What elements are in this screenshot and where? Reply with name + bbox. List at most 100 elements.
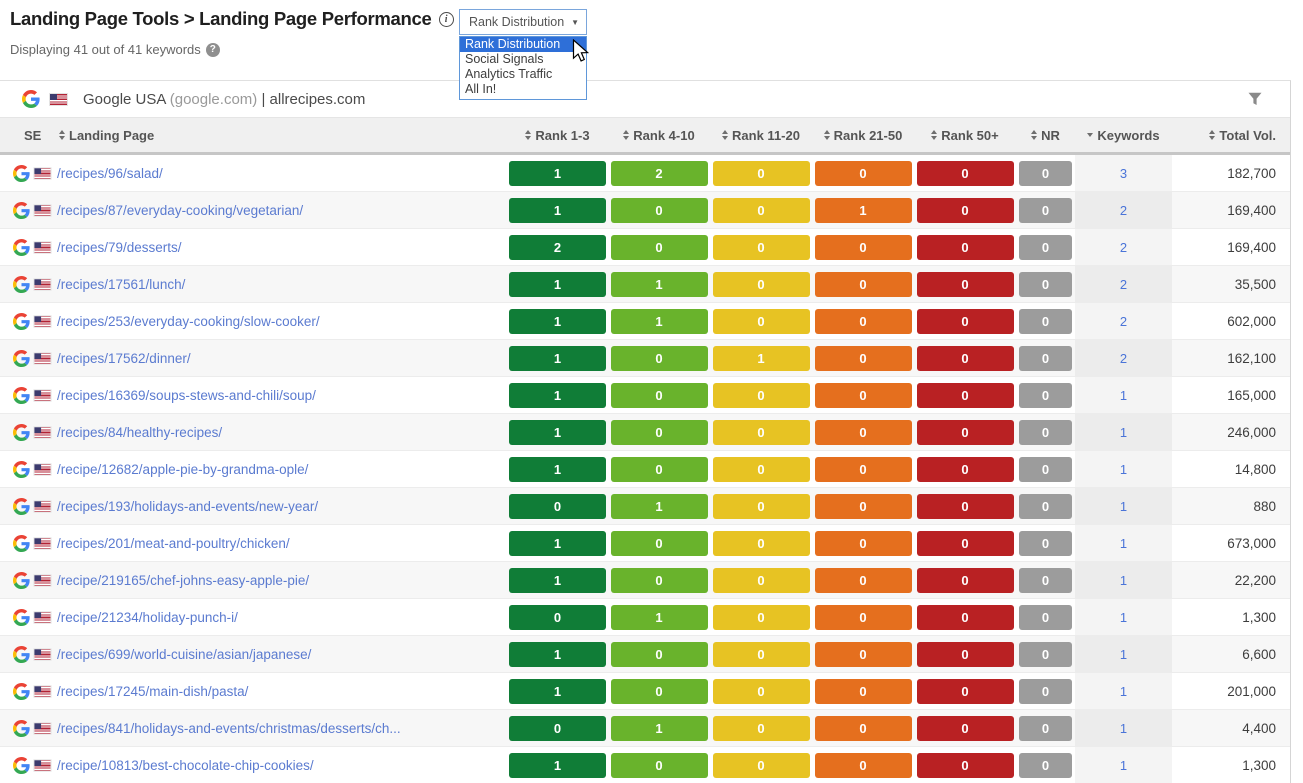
keywords-count-link[interactable]: 2 <box>1119 276 1128 292</box>
keywords-count-link[interactable]: 1 <box>1119 498 1128 514</box>
landing-page-link[interactable]: /recipes/17561/lunch/ <box>57 276 186 292</box>
badge-cell-rank-4-10: 1 <box>608 271 710 297</box>
rank-badge-nr: 0 <box>1019 197 1072 223</box>
keywords-count-link[interactable]: 1 <box>1119 609 1128 625</box>
keywords-count-link[interactable]: 2 <box>1119 350 1128 366</box>
rank-badge-rank-11-20: 0 <box>712 308 810 334</box>
column-header-nr[interactable]: NR <box>1016 128 1075 143</box>
table-row: /recipe/219165/chef-johns-easy-apple-pie… <box>0 562 1290 599</box>
landing-page-cell: /recipes/17245/main-dish/pasta/ <box>57 684 507 699</box>
landing-page-link[interactable]: /recipes/17562/dinner/ <box>57 350 191 366</box>
column-header-rank-50-plus[interactable]: Rank 50+ <box>914 128 1016 143</box>
view-option-analytics-traffic[interactable]: Analytics Traffic <box>465 67 553 81</box>
landing-page-link[interactable]: /recipes/253/everyday-cooking/slow-cooke… <box>57 313 320 329</box>
landing-page-link[interactable]: /recipes/699/world-cuisine/asian/japanes… <box>57 646 312 662</box>
badge-cell-rank-11-20: 0 <box>710 160 812 186</box>
keywords-count-link[interactable]: 1 <box>1119 646 1128 662</box>
rank-badge-rank-1-3: 0 <box>509 493 606 519</box>
keywords-cell: 1 <box>1075 451 1172 487</box>
sort-both-icon <box>525 130 532 140</box>
keywords-count-link[interactable]: 1 <box>1119 424 1128 440</box>
us-flag-icon <box>33 462 52 476</box>
badge-cell-rank-4-10: 0 <box>608 678 710 704</box>
column-header-rank-11-20[interactable]: Rank 11-20 <box>710 128 812 143</box>
badge-cell-rank-11-20: 0 <box>710 271 812 297</box>
rank-badge-nr: 0 <box>1019 271 1072 297</box>
badge-cell-rank-1-3: 1 <box>507 382 608 408</box>
keywords-count-link[interactable]: 1 <box>1119 757 1128 773</box>
badge-cell-rank-11-20: 0 <box>710 308 812 334</box>
rank-badge-rank-1-3: 1 <box>509 678 606 704</box>
rank-badge-rank-21-50: 0 <box>814 271 912 297</box>
us-flag-icon <box>33 351 52 365</box>
keywords-count-link[interactable]: 2 <box>1119 202 1128 218</box>
rank-badge-rank-50-plus: 0 <box>916 419 1014 445</box>
landing-page-link[interactable]: /recipe/10813/best-chocolate-chip-cookie… <box>57 757 314 773</box>
landing-page-link[interactable]: /recipe/12682/apple-pie-by-grandma-ople/ <box>57 461 309 477</box>
landing-page-link[interactable]: /recipe/219165/chef-johns-easy-apple-pie… <box>57 572 310 588</box>
rank-badge-rank-1-3: 1 <box>509 456 606 482</box>
keywords-count-link[interactable]: 1 <box>1119 387 1128 403</box>
keywords-count-link[interactable]: 2 <box>1119 313 1128 329</box>
keywords-count-link[interactable]: 2 <box>1119 239 1128 255</box>
info-icon[interactable]: i <box>438 11 454 27</box>
filter-icon[interactable] <box>1248 92 1262 106</box>
rank-badge-rank-21-50: 0 <box>814 308 912 334</box>
landing-page-link[interactable]: /recipes/201/meat-and-poultry/chicken/ <box>57 535 290 551</box>
keywords-count-link[interactable]: 1 <box>1119 535 1128 551</box>
badge-cell-nr: 0 <box>1016 345 1075 371</box>
keywords-count-link[interactable]: 1 <box>1119 461 1128 477</box>
badge-cell-rank-1-3: 1 <box>507 752 608 778</box>
us-flag-icon <box>33 203 52 217</box>
column-header-rank-1-3[interactable]: Rank 1-3 <box>507 128 608 143</box>
landing-page-link[interactable]: /recipes/96/salad/ <box>57 165 163 181</box>
badge-cell-rank-4-10: 0 <box>608 419 710 445</box>
table-row: /recipe/10813/best-chocolate-chip-cookie… <box>0 747 1290 783</box>
sort-both-icon <box>59 130 65 140</box>
rank-badge-rank-4-10: 2 <box>610 160 708 186</box>
badge-cell-rank-11-20: 0 <box>710 678 812 704</box>
source-bar: Google USA (google.com) | allrecipes.com <box>0 81 1290 118</box>
view-option-social-signals[interactable]: Social Signals <box>465 52 544 66</box>
view-dropdown[interactable]: Rank Distribution ▼ <box>459 9 587 35</box>
table-body: /recipes/96/salad/1 2 0 0 0 0 3 182,700/recipes… <box>0 155 1290 783</box>
badge-cell-rank-50-plus: 0 <box>914 752 1016 778</box>
view-option-all-in-[interactable]: All In! <box>465 82 497 96</box>
badge-cell-rank-4-10: 2 <box>608 160 710 186</box>
keywords-count-link[interactable]: 1 <box>1119 683 1128 699</box>
landing-page-link[interactable]: /recipes/16369/soups-stews-and-chili/sou… <box>57 387 316 403</box>
column-header-landing-page[interactable]: Landing Page <box>57 128 507 143</box>
keywords-count-link[interactable]: 3 <box>1119 165 1128 181</box>
google-icon <box>13 608 30 626</box>
landing-page-link[interactable]: /recipes/79/desserts/ <box>57 239 182 255</box>
keywords-count-link[interactable]: 1 <box>1119 720 1128 736</box>
landing-page-link[interactable]: /recipes/841/holidays-and-events/christm… <box>57 720 401 736</box>
rank-badge-rank-1-3: 1 <box>509 530 606 556</box>
rank-badge-nr: 0 <box>1019 234 1072 260</box>
column-header-rank-21-50[interactable]: Rank 21-50 <box>812 128 914 143</box>
view-dropdown-value: Rank Distribution <box>469 15 565 29</box>
help-icon[interactable]: ? <box>205 42 220 57</box>
landing-page-link[interactable]: /recipes/17245/main-dish/pasta/ <box>57 683 249 699</box>
landing-page-link[interactable]: /recipes/193/holidays-and-events/new-yea… <box>57 498 319 514</box>
badge-cell-rank-21-50: 0 <box>812 382 914 408</box>
column-header-total-vol[interactable]: Total Vol. <box>1172 128 1290 143</box>
rank-badge-rank-50-plus: 0 <box>916 752 1014 778</box>
google-icon <box>13 386 30 404</box>
rank-badge-rank-21-50: 0 <box>814 345 912 371</box>
badge-cell-rank-4-10: 0 <box>608 382 710 408</box>
rank-badge-nr: 0 <box>1019 493 1072 519</box>
landing-page-link[interactable]: /recipes/84/healthy-recipes/ <box>57 424 223 440</box>
landing-page-link[interactable]: /recipe/21234/holiday-punch-i/ <box>57 609 238 625</box>
rank-badge-rank-4-10: 0 <box>610 382 708 408</box>
column-header-rank-4-10[interactable]: Rank 4-10 <box>608 128 710 143</box>
view-option-rank-distribution[interactable]: Rank Distribution <box>460 37 586 52</box>
keywords-count-link[interactable]: 1 <box>1119 572 1128 588</box>
column-header-keywords[interactable]: Keywords <box>1075 128 1172 143</box>
badge-cell-rank-1-3: 1 <box>507 419 608 445</box>
rank-badge-rank-11-20: 0 <box>712 160 810 186</box>
total-volume: 4,400 <box>1242 720 1276 736</box>
landing-page-link[interactable]: /recipes/87/everyday-cooking/vegetarian/ <box>57 202 304 218</box>
rank-badge-rank-21-50: 0 <box>814 456 912 482</box>
badge-cell-rank-1-3: 1 <box>507 456 608 482</box>
